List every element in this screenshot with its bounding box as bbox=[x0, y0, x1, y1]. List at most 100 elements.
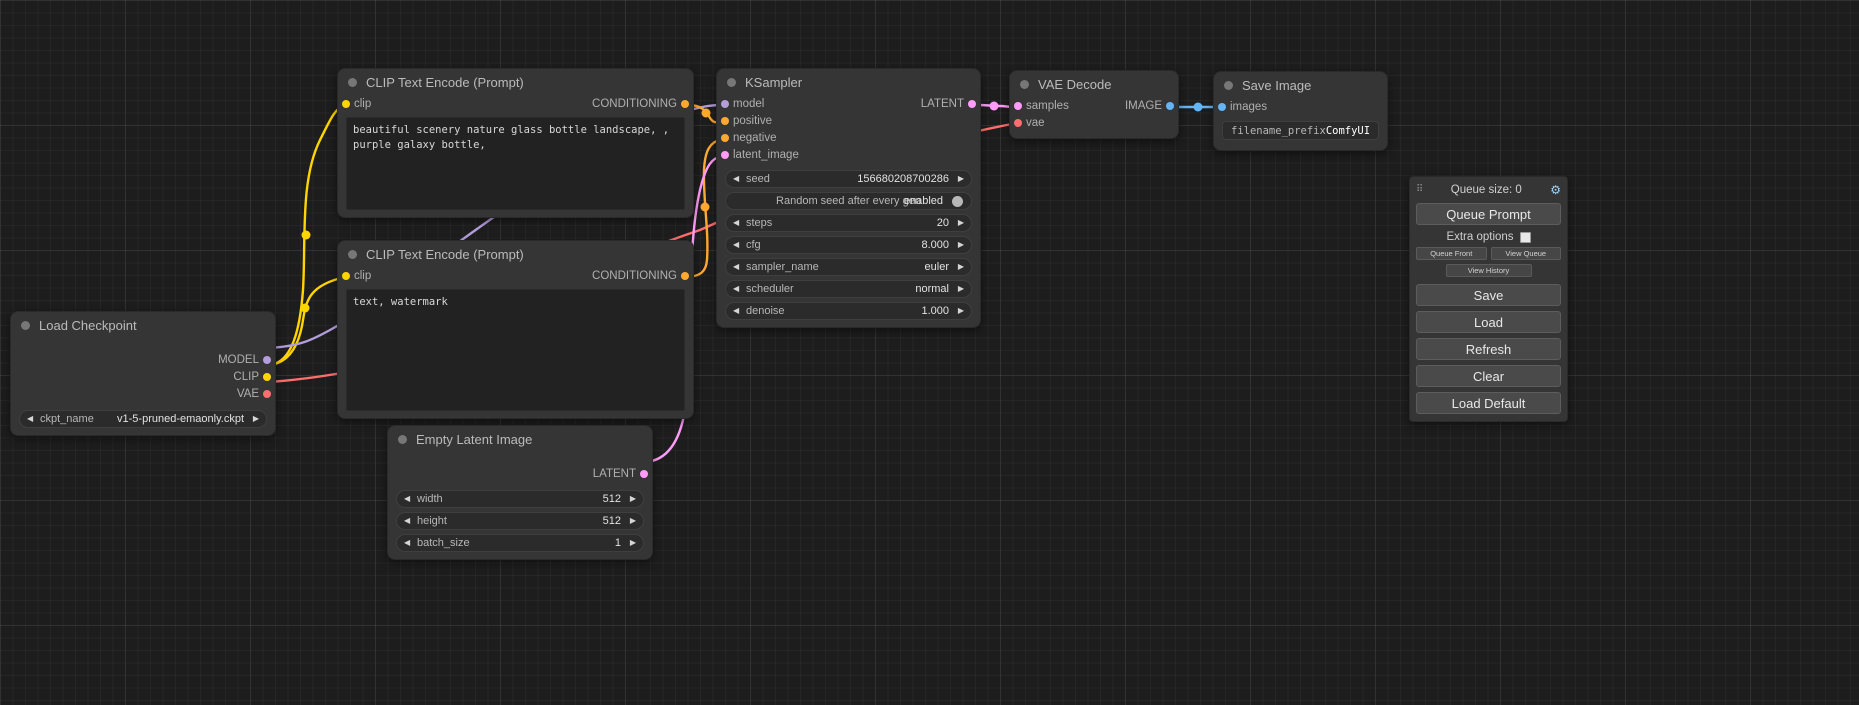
widget-cfg[interactable]: ◀ cfg 8.000 ▶ bbox=[725, 236, 972, 254]
widget-width[interactable]: ◀ width 512 ▶ bbox=[396, 490, 644, 508]
node-title-text: VAE Decode bbox=[1038, 76, 1112, 92]
output-port-image-icon[interactable] bbox=[1166, 101, 1174, 110]
extra-options-row[interactable]: Extra options bbox=[1416, 231, 1561, 243]
collapse-dot-icon[interactable] bbox=[398, 434, 407, 444]
node-clip-text-encode-negative[interactable]: CLIP Text Encode (Prompt) clip CONDITION… bbox=[337, 240, 694, 419]
increment-arrow-icon[interactable]: ▶ bbox=[957, 284, 964, 293]
clear-button[interactable]: Clear bbox=[1416, 365, 1561, 387]
widget-denoise[interactable]: ◀ denoise 1.000 ▶ bbox=[725, 302, 972, 320]
drag-handle-icon[interactable]: ⠿ bbox=[1416, 184, 1423, 195]
node-title-bar[interactable]: Save Image bbox=[1214, 72, 1387, 98]
collapse-dot-icon[interactable] bbox=[348, 249, 357, 259]
decrement-arrow-icon[interactable]: ◀ bbox=[27, 414, 34, 423]
widget-sampler-name[interactable]: ◀ sampler_name euler ▶ bbox=[725, 258, 972, 276]
load-default-button[interactable]: Load Default bbox=[1416, 392, 1561, 414]
prompt-textarea-negative[interactable]: text, watermark bbox=[346, 289, 685, 411]
collapse-dot-icon[interactable] bbox=[348, 77, 357, 87]
input-label-clip: clip bbox=[354, 97, 372, 110]
input-port-negative-icon[interactable] bbox=[721, 133, 729, 142]
decrement-arrow-icon[interactable]: ◀ bbox=[404, 538, 411, 547]
increment-arrow-icon[interactable]: ▶ bbox=[629, 538, 636, 547]
increment-arrow-icon[interactable]: ▶ bbox=[957, 306, 964, 315]
widget-ckpt-name[interactable]: ◀ ckpt_name v1-5-pruned-emaonly.ckpt ▶ bbox=[19, 410, 267, 428]
extra-options-checkbox[interactable] bbox=[1519, 231, 1531, 243]
node-empty-latent-image[interactable]: Empty Latent Image LATENT ◀ width 512 ▶ … bbox=[387, 425, 653, 560]
node-title-bar[interactable]: Load Checkpoint bbox=[11, 312, 275, 338]
node-title-bar[interactable]: VAE Decode bbox=[1010, 71, 1178, 97]
widget-random-seed-toggle[interactable]: Random seed after every gen enabled bbox=[725, 192, 972, 210]
input-port-positive-icon[interactable] bbox=[721, 116, 729, 125]
node-vae-decode[interactable]: VAE Decode samples IMAGE vae bbox=[1009, 70, 1179, 139]
output-label-image: IMAGE bbox=[1124, 99, 1162, 112]
collapse-dot-icon[interactable] bbox=[1020, 79, 1029, 89]
input-label-vae: vae bbox=[1026, 116, 1045, 129]
input-label-clip: clip bbox=[354, 269, 372, 282]
output-port-conditioning-icon[interactable] bbox=[681, 99, 689, 108]
widget-filename-prefix[interactable]: filename_prefix ComfyUI bbox=[1222, 121, 1379, 140]
widget-label: batch_size bbox=[417, 537, 470, 549]
output-port-vae-icon[interactable] bbox=[263, 389, 271, 398]
increment-arrow-icon[interactable]: ▶ bbox=[957, 262, 964, 271]
save-button[interactable]: Save bbox=[1416, 284, 1561, 306]
decrement-arrow-icon[interactable]: ◀ bbox=[733, 240, 740, 249]
view-queue-button[interactable]: View Queue bbox=[1490, 247, 1561, 260]
prompt-textarea-positive[interactable]: beautiful scenery nature glass bottle la… bbox=[346, 117, 685, 210]
widget-label: Random seed after every gen bbox=[776, 195, 921, 207]
increment-arrow-icon[interactable]: ▶ bbox=[252, 414, 259, 423]
node-ksampler[interactable]: KSampler model LATENT positive negative … bbox=[716, 68, 981, 328]
widget-batch-size[interactable]: ◀ batch_size 1 ▶ bbox=[396, 534, 644, 552]
node-save-image[interactable]: Save Image images filename_prefix ComfyU… bbox=[1213, 71, 1388, 151]
collapse-dot-icon[interactable] bbox=[1224, 80, 1233, 90]
queue-front-button[interactable]: Queue Front bbox=[1416, 247, 1487, 260]
view-history-button[interactable]: View History bbox=[1445, 264, 1532, 277]
widget-value: 512 bbox=[602, 493, 621, 505]
decrement-arrow-icon[interactable]: ◀ bbox=[733, 284, 740, 293]
node-clip-text-encode-positive[interactable]: CLIP Text Encode (Prompt) clip CONDITION… bbox=[337, 68, 694, 218]
output-port-clip-icon[interactable] bbox=[263, 372, 271, 381]
widget-label: seed bbox=[746, 173, 770, 185]
increment-arrow-icon[interactable]: ▶ bbox=[957, 174, 964, 183]
load-button[interactable]: Load bbox=[1416, 311, 1561, 333]
widget-seed[interactable]: ◀ seed 156680208700286 ▶ bbox=[725, 170, 972, 188]
decrement-arrow-icon[interactable]: ◀ bbox=[404, 494, 411, 503]
decrement-arrow-icon[interactable]: ◀ bbox=[733, 262, 740, 271]
input-port-clip-icon[interactable] bbox=[342, 271, 350, 280]
refresh-button[interactable]: Refresh bbox=[1416, 338, 1561, 360]
increment-arrow-icon[interactable]: ▶ bbox=[957, 218, 964, 227]
comfy-menu-panel[interactable]: ⠿ Queue size: 0 ⚙ Queue Prompt Extra opt… bbox=[1409, 176, 1568, 422]
collapse-dot-icon[interactable] bbox=[727, 77, 736, 87]
widget-steps[interactable]: ◀ steps 20 ▶ bbox=[725, 214, 972, 232]
node-title-bar[interactable]: Empty Latent Image bbox=[388, 426, 652, 452]
toggle-knob-icon[interactable] bbox=[952, 195, 963, 207]
widget-height[interactable]: ◀ height 512 ▶ bbox=[396, 512, 644, 530]
output-port-model-icon[interactable] bbox=[263, 355, 271, 364]
input-port-clip-icon[interactable] bbox=[342, 99, 350, 108]
gear-icon[interactable]: ⚙ bbox=[1550, 183, 1561, 197]
menu-header: ⠿ Queue size: 0 ⚙ bbox=[1416, 181, 1561, 199]
node-title-bar[interactable]: CLIP Text Encode (Prompt) bbox=[338, 69, 693, 95]
input-port-images-icon[interactable] bbox=[1218, 102, 1226, 111]
decrement-arrow-icon[interactable]: ◀ bbox=[733, 174, 740, 183]
increment-arrow-icon[interactable]: ▶ bbox=[957, 240, 964, 249]
widget-value: euler bbox=[924, 261, 949, 273]
input-port-samples-icon[interactable] bbox=[1014, 101, 1022, 110]
input-port-latent-image-icon[interactable] bbox=[721, 150, 729, 159]
output-port-conditioning-icon[interactable] bbox=[681, 271, 689, 280]
node-title-bar[interactable]: KSampler bbox=[717, 69, 980, 95]
output-port-latent-icon[interactable] bbox=[968, 99, 976, 108]
output-port-latent-icon[interactable] bbox=[640, 469, 648, 478]
increment-arrow-icon[interactable]: ▶ bbox=[629, 516, 636, 525]
decrement-arrow-icon[interactable]: ◀ bbox=[733, 306, 740, 315]
widget-scheduler[interactable]: ◀ scheduler normal ▶ bbox=[725, 280, 972, 298]
input-port-model-icon[interactable] bbox=[721, 99, 729, 108]
collapse-dot-icon[interactable] bbox=[21, 320, 30, 330]
increment-arrow-icon[interactable]: ▶ bbox=[629, 494, 636, 503]
node-load-checkpoint[interactable]: Load Checkpoint MODEL CLIP VAE ◀ ckpt_na… bbox=[10, 311, 276, 436]
node-body: samples IMAGE vae bbox=[1010, 97, 1178, 138]
input-port-vae-icon[interactable] bbox=[1014, 118, 1022, 127]
decrement-arrow-icon[interactable]: ◀ bbox=[733, 218, 740, 227]
decrement-arrow-icon[interactable]: ◀ bbox=[404, 516, 411, 525]
node-title-bar[interactable]: CLIP Text Encode (Prompt) bbox=[338, 241, 693, 267]
queue-prompt-button[interactable]: Queue Prompt bbox=[1416, 203, 1561, 225]
